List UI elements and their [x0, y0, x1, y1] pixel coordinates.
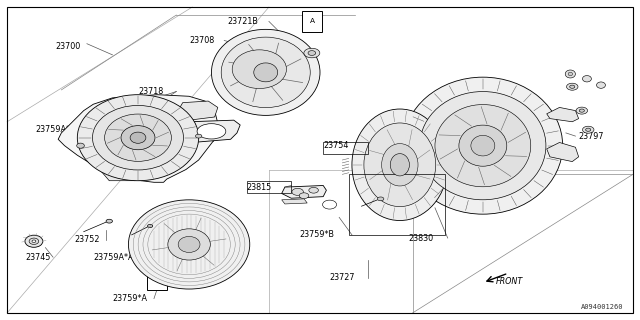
Ellipse shape	[121, 126, 155, 150]
Text: FRONT: FRONT	[495, 276, 523, 285]
Polygon shape	[282, 186, 326, 198]
Text: 23727: 23727	[330, 273, 355, 282]
Ellipse shape	[308, 51, 316, 55]
Ellipse shape	[77, 143, 84, 148]
Ellipse shape	[104, 114, 172, 161]
Text: 23718: 23718	[138, 87, 163, 96]
Ellipse shape	[471, 135, 495, 156]
Ellipse shape	[221, 37, 310, 108]
Text: 23752: 23752	[74, 235, 100, 244]
Text: 23759*A: 23759*A	[113, 294, 147, 303]
Ellipse shape	[420, 92, 546, 200]
Text: 23815: 23815	[246, 183, 272, 192]
Text: 23708: 23708	[189, 36, 214, 45]
Ellipse shape	[93, 105, 184, 170]
Text: 23754: 23754	[323, 141, 349, 150]
Ellipse shape	[197, 124, 226, 139]
Ellipse shape	[565, 70, 575, 78]
Ellipse shape	[579, 109, 584, 112]
Ellipse shape	[459, 125, 507, 166]
Ellipse shape	[195, 134, 202, 138]
Text: 23745: 23745	[25, 253, 51, 262]
Ellipse shape	[168, 229, 211, 260]
Ellipse shape	[106, 219, 113, 223]
Ellipse shape	[129, 200, 250, 289]
Text: A: A	[155, 276, 159, 283]
Ellipse shape	[568, 72, 573, 76]
Text: A094001260: A094001260	[581, 304, 623, 310]
Text: 23830: 23830	[408, 234, 433, 243]
Ellipse shape	[178, 236, 200, 252]
Ellipse shape	[570, 85, 575, 88]
Ellipse shape	[566, 83, 578, 90]
Polygon shape	[58, 95, 218, 182]
Text: 23721: 23721	[189, 135, 214, 144]
Polygon shape	[179, 120, 240, 142]
Ellipse shape	[309, 188, 319, 193]
Ellipse shape	[390, 154, 410, 176]
Text: 23759A*A: 23759A*A	[93, 253, 134, 262]
Ellipse shape	[435, 105, 531, 187]
Ellipse shape	[77, 95, 198, 181]
Text: 23759A*B: 23759A*B	[36, 125, 76, 134]
Ellipse shape	[292, 188, 303, 196]
Polygon shape	[547, 108, 579, 122]
Ellipse shape	[582, 76, 591, 82]
Ellipse shape	[29, 238, 38, 244]
Ellipse shape	[130, 132, 146, 143]
Ellipse shape	[304, 48, 320, 58]
Text: 23797: 23797	[579, 132, 604, 140]
Ellipse shape	[576, 107, 588, 114]
Ellipse shape	[582, 126, 594, 133]
Polygon shape	[100, 163, 151, 181]
Text: A: A	[310, 19, 315, 24]
Ellipse shape	[211, 29, 320, 116]
Ellipse shape	[381, 144, 418, 186]
Ellipse shape	[232, 50, 287, 89]
Ellipse shape	[364, 123, 436, 207]
Text: 23721B: 23721B	[227, 17, 259, 26]
Ellipse shape	[148, 224, 153, 228]
Ellipse shape	[32, 240, 36, 243]
Ellipse shape	[300, 193, 309, 198]
Ellipse shape	[254, 63, 278, 82]
Ellipse shape	[378, 197, 384, 201]
Text: 23712: 23712	[147, 234, 172, 243]
Polygon shape	[547, 142, 579, 162]
Ellipse shape	[586, 128, 591, 131]
Ellipse shape	[403, 77, 563, 214]
Ellipse shape	[25, 235, 43, 247]
Polygon shape	[176, 101, 218, 120]
Text: 23759*B: 23759*B	[300, 230, 335, 239]
Ellipse shape	[596, 82, 605, 88]
Polygon shape	[282, 199, 307, 204]
Ellipse shape	[352, 109, 448, 220]
Text: 23700: 23700	[55, 42, 80, 52]
